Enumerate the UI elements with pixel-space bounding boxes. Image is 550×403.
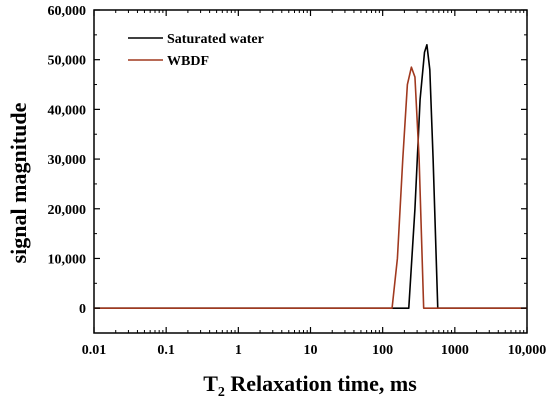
legend-label: WBDF — [167, 54, 209, 69]
y-axis-title: signal magnitude — [6, 102, 31, 263]
y-tick-label: 20,000 — [48, 203, 87, 218]
x-tick-label: 0.01 — [82, 343, 107, 358]
x-axis-title-subscript: 2 — [218, 385, 225, 400]
y-tick-label: 40,000 — [48, 103, 87, 118]
x-tick-label: 100 — [372, 343, 393, 358]
x-tick-label: 10 — [304, 343, 318, 358]
x-axis-title-rest: Relaxation time, ms — [225, 371, 417, 396]
series-line-saturated-water — [94, 43, 527, 309]
x-tick-label: 10,000 — [508, 343, 547, 358]
x-tick-label: 0.1 — [157, 343, 175, 358]
x-tick-label: 1000 — [441, 343, 469, 358]
x-axis-title-main: T — [203, 371, 218, 396]
series-layer — [94, 43, 527, 309]
x-tick-label: 1 — [235, 343, 242, 358]
plot-frame — [93, 9, 528, 334]
legend-label: Saturated water — [167, 32, 264, 47]
y-tick-label: 60,000 — [48, 4, 87, 19]
axes-layer: 0.01 0.1 1 10 100 1000 10,000 0 10,000 20,000 30,0… — [48, 4, 547, 358]
series-line-wbdf — [94, 66, 527, 309]
x-axis-title: T2 Relaxation time, ms — [203, 371, 417, 400]
y-tick-label: 30,000 — [48, 153, 87, 168]
y-tick-label: 10,000 — [48, 252, 87, 267]
plot-area — [93, 9, 528, 334]
y-tick-label: 0 — [79, 302, 86, 317]
y-tick-label: 50,000 — [48, 54, 87, 69]
legend: Saturated water WBDF — [128, 32, 264, 69]
